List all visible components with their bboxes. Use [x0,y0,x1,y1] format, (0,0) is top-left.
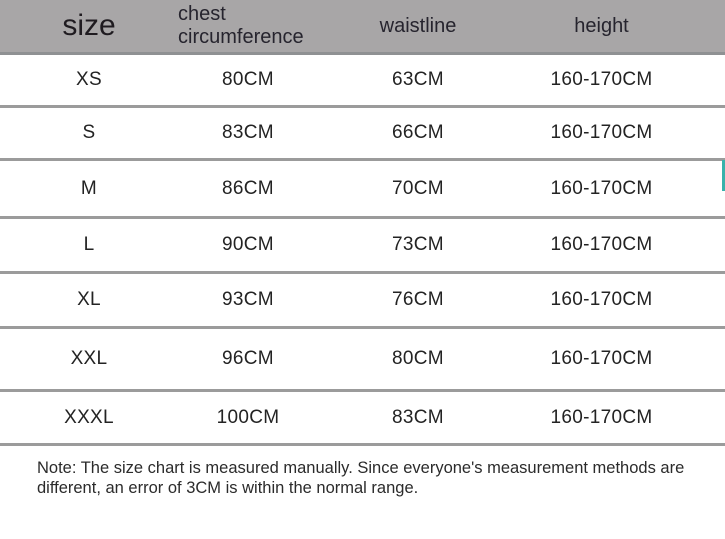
table-row-xs: XS 80CM 63CM 160-170CM [0,55,725,108]
cell-waistline: 73CM [392,234,444,255]
cell-waistline: 83CM [392,406,444,428]
size-chart-header-row: size chest circumference waistline heigh… [0,0,725,55]
cell-height: 160-170CM [550,177,653,199]
cell-height: 160-170CM [550,406,653,428]
header-cell-chest-circumference: chest circumference [178,0,318,52]
cell-chest: 93CM [222,289,274,310]
cell-height: 160-170CM [550,348,653,369]
cell-size: M [80,177,98,199]
cell-size: L [83,234,95,255]
header-cell-size: size [62,9,116,42]
table-row-xxxl: XXXL 100CM 83CM 160-170CM [0,392,725,446]
cell-chest: 96CM [222,348,274,369]
cell-height: 160-170CM [550,69,653,90]
cell-waistline: 63CM [392,69,444,90]
note-area: Note: The size chart is measured manuall… [0,446,725,498]
cell-waistline: 70CM [392,177,444,199]
cell-chest: 86CM [222,177,274,199]
cell-size: S [82,122,96,143]
cell-chest: 80CM [222,69,274,90]
table-row-m: M 86CM 70CM 160-170CM [0,161,725,219]
cell-height: 160-170CM [550,234,653,255]
cell-chest: 100CM [216,406,280,428]
cell-height: 160-170CM [550,289,653,310]
cell-chest: 90CM [222,234,274,255]
table-row-l: L 90CM 73CM 160-170CM [0,219,725,274]
cell-waistline: 76CM [392,289,444,310]
cell-size: XXXL [64,406,114,428]
cell-size: XXL [70,348,108,369]
table-row-xl: XL 93CM 76CM 160-170CM [0,274,725,329]
table-row-s: S 83CM 66CM 160-170CM [0,108,725,161]
cell-waistline: 80CM [392,348,444,369]
header-cell-height: height [574,14,629,37]
cell-size: XS [76,69,102,90]
header-cell-waistline: waistline [379,14,457,37]
header-label-chest-circumference: chest circumference [178,3,304,48]
cell-chest: 83CM [222,122,274,143]
scrollbar-thumb[interactable] [722,160,725,191]
table-row-xxl: XXL 96CM 80CM 160-170CM [0,329,725,392]
note-text: Note: The size chart is measured manuall… [37,459,685,497]
cell-height: 160-170CM [550,122,653,143]
cell-size: XL [77,289,101,310]
cell-waistline: 66CM [392,122,444,143]
